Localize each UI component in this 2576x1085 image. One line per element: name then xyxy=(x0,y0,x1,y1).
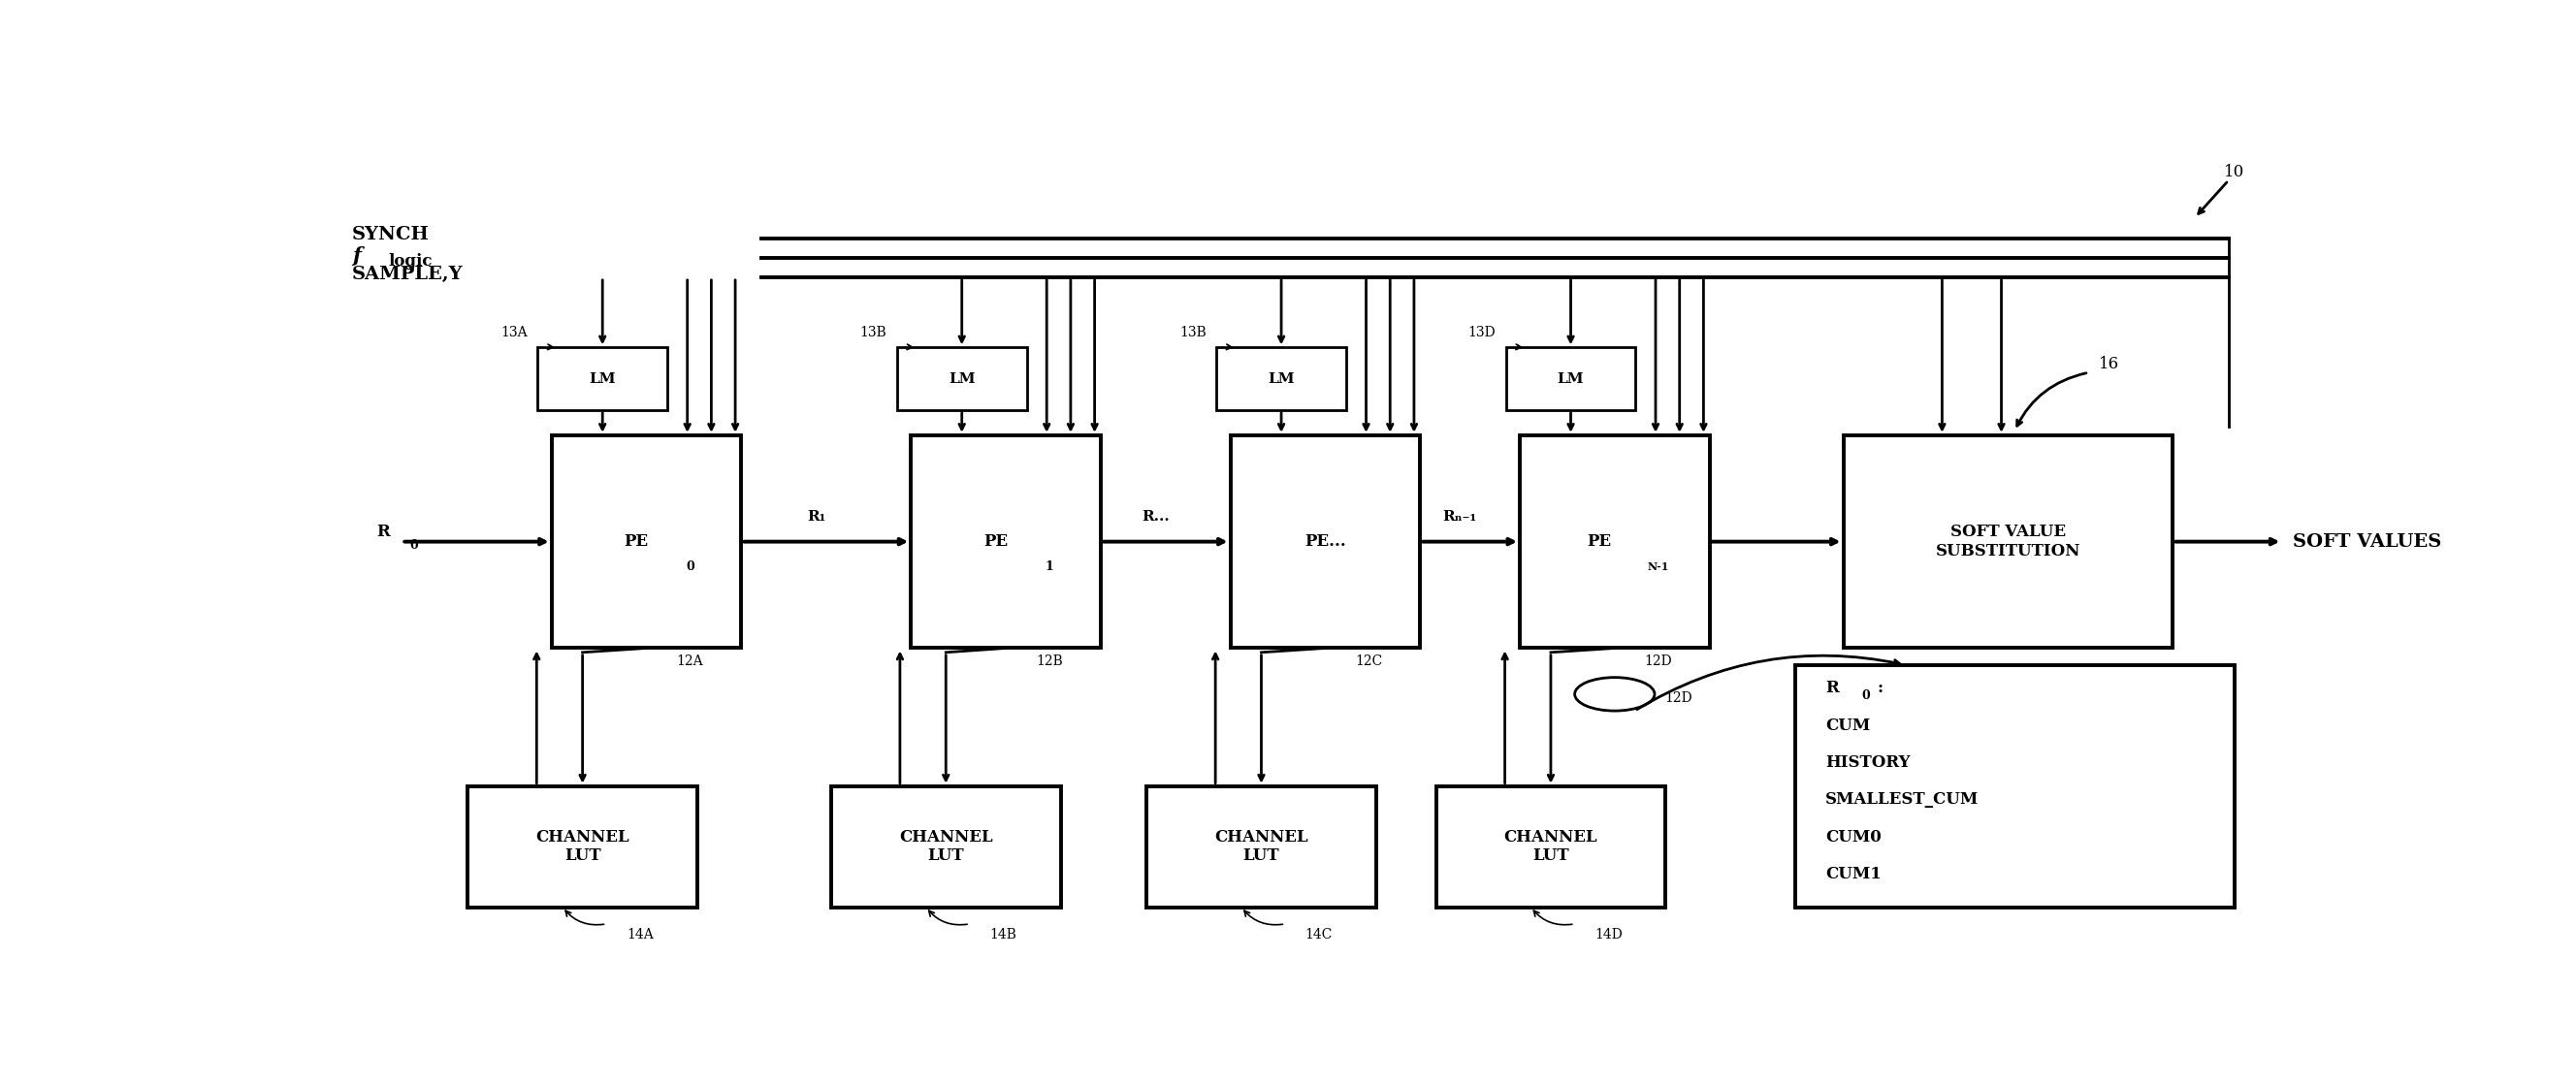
Text: CUM: CUM xyxy=(1826,717,1870,733)
Text: PE...: PE... xyxy=(1303,534,1345,550)
Text: Rₙ₋₁: Rₙ₋₁ xyxy=(1443,510,1476,523)
Text: 12D: 12D xyxy=(1664,691,1692,705)
Text: 12A: 12A xyxy=(677,655,703,668)
Text: R...: R... xyxy=(1141,510,1170,523)
Text: :: : xyxy=(1878,680,1883,697)
Bar xyxy=(1435,786,1667,907)
Text: 10: 10 xyxy=(2223,164,2244,180)
Bar xyxy=(1146,786,1376,907)
Text: SYNCH: SYNCH xyxy=(353,226,430,243)
Bar xyxy=(896,347,1028,410)
Text: 13B: 13B xyxy=(860,326,886,339)
Bar xyxy=(469,786,698,907)
Text: R: R xyxy=(1826,680,1839,697)
Text: f: f xyxy=(353,246,361,265)
Text: CHANNEL
LUT: CHANNEL LUT xyxy=(536,829,629,865)
Text: CHANNEL
LUT: CHANNEL LUT xyxy=(899,829,992,865)
Text: logic: logic xyxy=(389,253,433,269)
Bar xyxy=(1231,435,1419,648)
Text: 14A: 14A xyxy=(626,928,654,942)
Text: HISTORY: HISTORY xyxy=(1826,754,1911,771)
Text: 16: 16 xyxy=(2099,356,2120,372)
Text: PE: PE xyxy=(623,534,649,550)
Text: 12D: 12D xyxy=(1643,655,1672,668)
Text: LM: LM xyxy=(948,372,976,385)
Text: 13A: 13A xyxy=(500,326,528,339)
Text: 14D: 14D xyxy=(1595,928,1623,942)
Text: 13D: 13D xyxy=(1468,326,1497,339)
Bar xyxy=(1507,347,1636,410)
Text: 13B: 13B xyxy=(1180,326,1206,339)
Text: 1: 1 xyxy=(1046,561,1054,573)
Text: SMALLEST_CUM: SMALLEST_CUM xyxy=(1826,792,1978,808)
Bar xyxy=(1795,665,2233,907)
Text: CUM0: CUM0 xyxy=(1826,829,1880,845)
Text: LM: LM xyxy=(1558,372,1584,385)
Bar xyxy=(1844,435,2172,648)
Text: SAMPLE,Y: SAMPLE,Y xyxy=(353,266,464,283)
Text: CHANNEL
LUT: CHANNEL LUT xyxy=(1213,829,1309,865)
Text: 12C: 12C xyxy=(1355,655,1383,668)
Text: R₁: R₁ xyxy=(806,510,824,523)
Text: CHANNEL
LUT: CHANNEL LUT xyxy=(1504,829,1597,865)
Bar xyxy=(551,435,742,648)
Text: 14C: 14C xyxy=(1306,928,1332,942)
Text: LM: LM xyxy=(1267,372,1296,385)
Bar xyxy=(832,786,1061,907)
Text: R: R xyxy=(376,523,389,540)
Text: CUM1: CUM1 xyxy=(1826,866,1880,882)
Text: 12B: 12B xyxy=(1036,655,1064,668)
Bar xyxy=(1520,435,1710,648)
Text: PE: PE xyxy=(1587,534,1610,550)
Text: SOFT VALUE
SUBSTITUTION: SOFT VALUE SUBSTITUTION xyxy=(1935,524,2081,560)
Text: 14B: 14B xyxy=(989,928,1018,942)
Text: 0: 0 xyxy=(685,561,696,573)
Bar xyxy=(912,435,1100,648)
Text: SOFT VALUES: SOFT VALUES xyxy=(2293,533,2442,550)
Bar xyxy=(1216,347,1347,410)
Bar xyxy=(538,347,667,410)
Text: LM: LM xyxy=(590,372,616,385)
Text: 0: 0 xyxy=(1862,689,1870,702)
Text: N-1: N-1 xyxy=(1649,561,1669,572)
Text: 0: 0 xyxy=(410,539,417,552)
Text: PE: PE xyxy=(984,534,1007,550)
